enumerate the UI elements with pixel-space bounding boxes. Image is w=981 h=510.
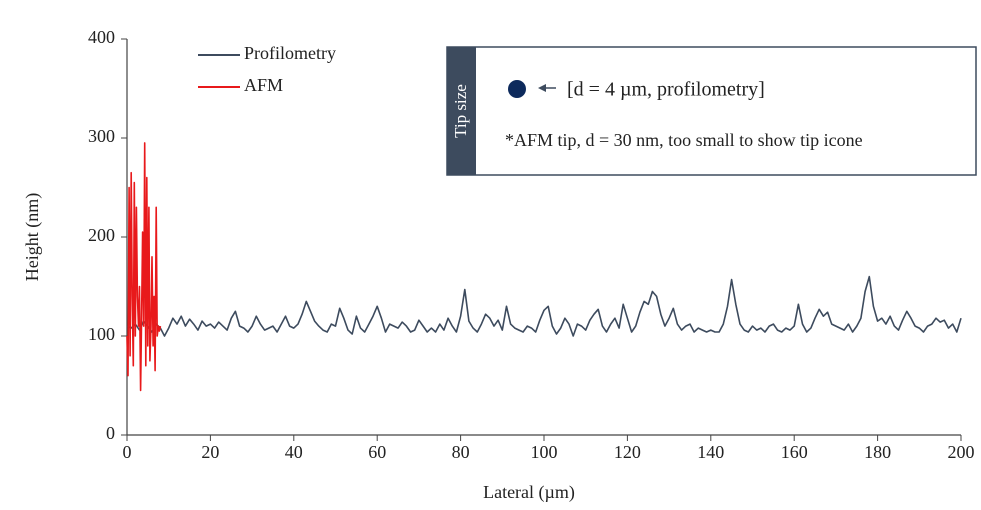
annotation-text: [d = 4 µm, profilometry] xyxy=(567,79,765,101)
x-tick-label: 20 xyxy=(201,442,219,462)
y-tick-label: 400 xyxy=(88,27,115,47)
annotation-frame xyxy=(446,46,977,176)
legend-label: AFM xyxy=(244,75,283,95)
x-tick-label: 0 xyxy=(123,442,132,462)
x-tick-label: 60 xyxy=(368,442,386,462)
tip-icon xyxy=(508,80,526,98)
y-tick-label: 100 xyxy=(88,324,115,344)
x-tick-label: 160 xyxy=(781,442,808,462)
y-tick-label: 200 xyxy=(88,225,115,245)
x-tick-label: 180 xyxy=(864,442,891,462)
y-tick-label: 0 xyxy=(106,423,115,443)
legend-label: Profilometry xyxy=(244,43,336,63)
x-tick-label: 200 xyxy=(948,442,975,462)
annotation-box: Tip size [d = 4 µm, profilometry] *AFM t… xyxy=(446,46,977,176)
annotation-text: *AFM tip, d = 30 nm, too small to show t… xyxy=(505,130,863,150)
series-line xyxy=(126,142,162,392)
x-tick-label: 120 xyxy=(614,442,641,462)
x-tick-label: 40 xyxy=(285,442,303,462)
x-tick-label: 100 xyxy=(531,442,558,462)
annotation-header xyxy=(447,47,476,175)
x-axis-label: Lateral (µm) xyxy=(483,482,575,503)
y-axis-label: Height (nm) xyxy=(22,193,43,281)
arrow-head xyxy=(538,84,546,92)
y-tick-label: 300 xyxy=(88,126,115,146)
x-tick-label: 140 xyxy=(697,442,724,462)
annotation-header-label: Tip size xyxy=(451,84,470,138)
series-line xyxy=(126,275,962,337)
x-tick-label: 80 xyxy=(452,442,470,462)
